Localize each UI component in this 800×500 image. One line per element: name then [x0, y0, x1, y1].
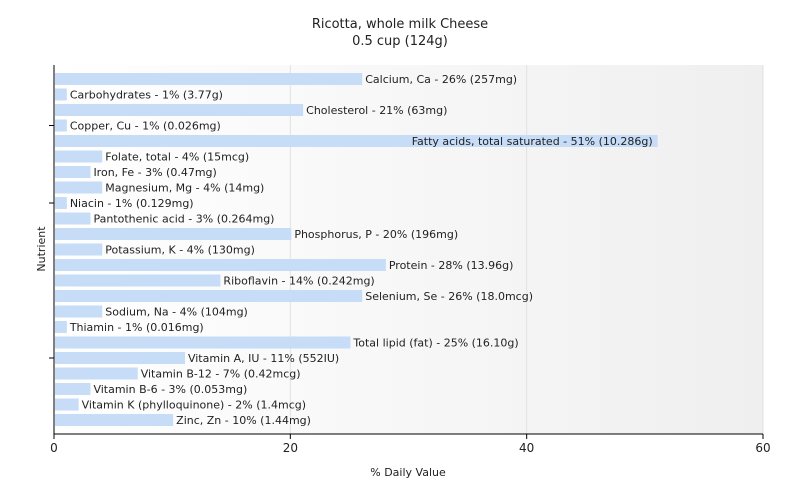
gridlines — [289, 65, 764, 434]
bar-label: Cholesterol - 21% (63mg) — [306, 104, 447, 117]
bar — [55, 197, 67, 209]
x-tick-label: 40 — [519, 441, 534, 455]
x-tick-label: 0 — [50, 441, 58, 455]
bar — [55, 336, 351, 349]
bar — [55, 259, 386, 271]
bar — [55, 212, 91, 225]
bar — [55, 166, 91, 178]
bar-label: Protein - 28% (13.96g) — [389, 259, 514, 272]
bar — [55, 367, 138, 380]
y-axis-ticks — [49, 125, 54, 359]
y-axis-title: Nutrient — [35, 226, 48, 272]
x-axis-ticks: 0 20 40 60 — [50, 434, 771, 455]
bar-label: Niacin - 1% (0.129mg) — [70, 197, 194, 210]
bar-label: Vitamin B-12 - 7% (0.42mcg) — [141, 368, 301, 381]
bar-label: Total lipid (fat) - 25% (16.10g) — [352, 337, 518, 350]
bar — [55, 305, 103, 318]
bar-label: Calcium, Ca - 26% (257mg) — [365, 73, 517, 86]
plot-background — [54, 65, 763, 434]
bar — [55, 383, 91, 395]
bar-label: Riboflavin - 14% (0.242mg) — [223, 275, 374, 288]
bar — [55, 414, 174, 426]
bar-label: Potassium, K - 4% (130mg) — [105, 244, 255, 257]
bar-label: Folate, total - 4% (15mcg) — [105, 151, 249, 164]
bar — [55, 119, 67, 132]
bar-label: Vitamin B-6 - 3% (0.053mg) — [93, 383, 247, 396]
bar — [55, 243, 103, 256]
bar-label: Pantothenic acid - 3% (0.264mg) — [93, 213, 274, 226]
bar-label: Iron, Fe - 3% (0.47mg) — [93, 166, 216, 179]
bar-label: Copper, Cu - 1% (0.026mg) — [70, 120, 221, 133]
bar — [55, 321, 67, 333]
bar-label: Selenium, Se - 26% (18.0mcg) — [365, 290, 533, 303]
bar-label: Phosphorus, P - 20% (196mg) — [294, 228, 458, 241]
bar-label: Fatty acids, total saturated - 51% (10.2… — [412, 135, 653, 148]
x-tick-label: 20 — [283, 441, 298, 455]
chart-subtitle: 0.5 cup (124g) — [352, 34, 448, 49]
bar — [55, 228, 292, 240]
bar-label: Vitamin K (phylloquinone) - 2% (1.4mcg) — [82, 399, 306, 412]
bar-label: Zinc, Zn - 10% (1.44mg) — [176, 414, 311, 427]
chart-title: Ricotta, whole milk Cheese — [312, 17, 488, 32]
bar — [55, 135, 658, 147]
bars-group — [55, 73, 658, 426]
bar-label: Magnesium, Mg - 4% (14mg) — [105, 182, 264, 195]
bar — [55, 274, 221, 287]
bar — [55, 73, 363, 85]
bar — [55, 104, 304, 116]
bar-label: Carbohydrates - 1% (3.77g) — [70, 89, 223, 102]
bar — [55, 150, 103, 163]
bar — [55, 290, 363, 302]
bar — [55, 352, 185, 364]
bar-label: Thiamin - 1% (0.016mg) — [69, 321, 204, 334]
bar — [55, 398, 79, 411]
x-axis-title: % Daily Value — [370, 466, 446, 479]
bar-label: Sodium, Na - 4% (104mg) — [105, 306, 248, 319]
x-tick-label: 60 — [755, 441, 770, 455]
bar-labels-group: Calcium, Ca - 26% (257mg) Carbohydrates -… — [69, 73, 653, 427]
bar-label: Vitamin A, IU - 11% (552IU) — [188, 352, 339, 365]
bar — [55, 181, 103, 194]
bar — [55, 88, 67, 101]
